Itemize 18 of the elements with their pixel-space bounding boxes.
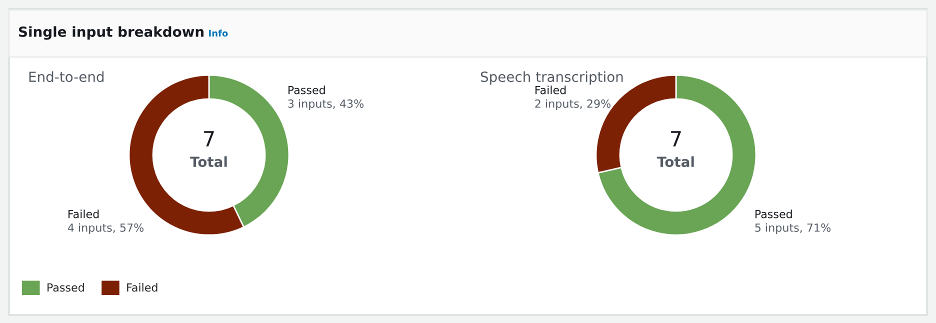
text: Total bbox=[657, 156, 694, 168]
text: Total bbox=[190, 156, 227, 168]
data-label: 3 inputs, 43% bbox=[288, 99, 364, 110]
legend-label: Failed bbox=[127, 283, 158, 292]
data-label: 4 inputs, 57% bbox=[68, 223, 144, 234]
text: Single input breakdown bbox=[18, 26, 204, 40]
chart-title: End-to-end bbox=[29, 71, 104, 82]
text: 7 bbox=[204, 131, 214, 146]
data-label: 2 inputs, 29% bbox=[535, 99, 611, 110]
slice-label: Passed bbox=[288, 86, 325, 94]
chart-title: Speech transcription bbox=[480, 71, 623, 85]
slice-label: Failed bbox=[535, 86, 566, 94]
data-label: 5 inputs, 71% bbox=[755, 223, 831, 234]
legend-label: Passed bbox=[48, 283, 84, 292]
text: 7 bbox=[671, 131, 681, 146]
slice-label: Failed bbox=[68, 210, 99, 218]
slice-label: Passed bbox=[755, 210, 792, 218]
text: Info bbox=[209, 30, 228, 37]
